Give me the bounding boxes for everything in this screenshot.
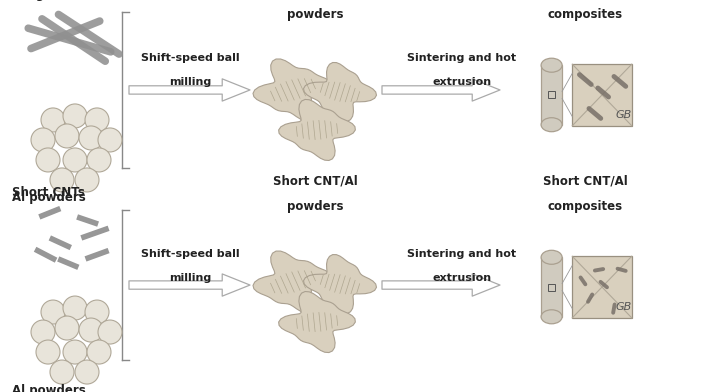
Polygon shape	[279, 292, 356, 352]
Circle shape	[36, 340, 60, 364]
Text: Long CNTs: Long CNTs	[12, 0, 81, 2]
Ellipse shape	[541, 250, 562, 264]
Circle shape	[55, 124, 79, 148]
Text: GB: GB	[615, 303, 631, 312]
Circle shape	[63, 340, 87, 364]
Circle shape	[75, 168, 99, 192]
Text: composites: composites	[548, 200, 622, 213]
Circle shape	[63, 148, 87, 172]
Circle shape	[63, 104, 87, 128]
Circle shape	[75, 360, 99, 384]
Text: milling: milling	[169, 273, 211, 283]
Circle shape	[50, 168, 74, 192]
Circle shape	[63, 296, 87, 320]
Ellipse shape	[541, 118, 562, 132]
Polygon shape	[253, 251, 333, 313]
Circle shape	[85, 108, 109, 132]
Polygon shape	[303, 254, 377, 314]
Circle shape	[98, 320, 122, 344]
Circle shape	[55, 316, 79, 340]
Circle shape	[31, 128, 55, 152]
Text: composites: composites	[548, 8, 622, 21]
Bar	[541, 257, 562, 317]
Ellipse shape	[541, 310, 562, 324]
Circle shape	[79, 318, 103, 342]
Polygon shape	[279, 100, 356, 160]
Polygon shape	[303, 62, 377, 122]
Circle shape	[41, 108, 65, 132]
Text: milling: milling	[169, 77, 211, 87]
Text: Shift-speed ball: Shift-speed ball	[141, 249, 239, 259]
Text: Al powders: Al powders	[12, 191, 86, 205]
Bar	[548, 91, 555, 98]
Text: Short CNT/Al: Short CNT/Al	[272, 174, 358, 187]
Polygon shape	[253, 59, 333, 121]
Circle shape	[41, 300, 65, 324]
Circle shape	[85, 300, 109, 324]
Circle shape	[79, 126, 103, 150]
Polygon shape	[572, 64, 631, 126]
Text: extrusion: extrusion	[432, 273, 491, 283]
Circle shape	[98, 128, 122, 152]
Text: Short CNT/Al: Short CNT/Al	[543, 174, 627, 187]
Text: Sintering and hot: Sintering and hot	[408, 249, 517, 259]
Polygon shape	[572, 256, 631, 318]
Text: Al powders: Al powders	[12, 383, 86, 392]
Circle shape	[36, 148, 60, 172]
Circle shape	[87, 148, 111, 172]
Text: Sintering and hot: Sintering and hot	[408, 53, 517, 63]
Circle shape	[31, 320, 55, 344]
Text: Short CNTs: Short CNTs	[12, 185, 85, 198]
Text: Shift-speed ball: Shift-speed ball	[141, 53, 239, 63]
Text: extrusion: extrusion	[432, 77, 491, 87]
Text: GB: GB	[615, 111, 631, 120]
Circle shape	[87, 340, 111, 364]
Bar	[541, 65, 562, 125]
Bar	[548, 283, 555, 290]
Circle shape	[50, 360, 74, 384]
Ellipse shape	[541, 58, 562, 72]
Text: powders: powders	[287, 8, 344, 21]
Text: powders: powders	[287, 200, 344, 213]
